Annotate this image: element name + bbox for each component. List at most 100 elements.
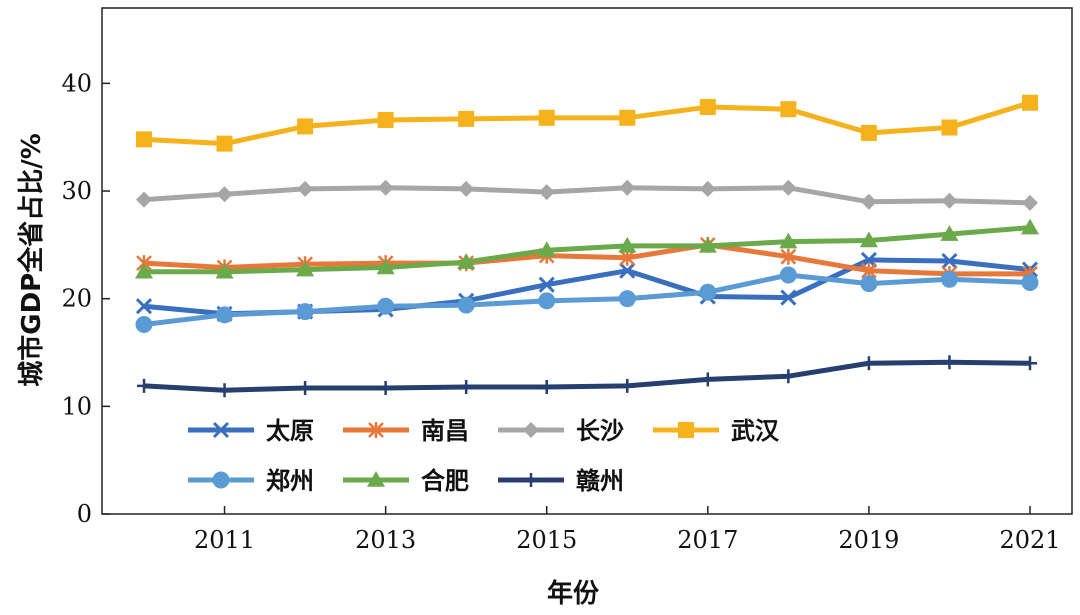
data-point [619, 179, 636, 196]
data-point [779, 232, 798, 249]
x-tick-label: 2015 [516, 526, 577, 554]
legend-label: 太原 [266, 417, 314, 445]
data-point [135, 262, 153, 279]
series-line [143, 272, 1031, 328]
y-tick-label: 0 [77, 500, 92, 528]
data-point [860, 275, 878, 293]
data-point [779, 266, 797, 284]
data-point [780, 248, 797, 265]
data-point [1023, 356, 1037, 371]
data-point [699, 180, 716, 197]
data-point [136, 191, 152, 208]
legend-label: 武汉 [731, 417, 780, 445]
data-point [137, 378, 151, 393]
legend-marker [367, 471, 385, 487]
legend-label: 长沙 [576, 417, 624, 445]
data-point [136, 131, 152, 148]
data-point [940, 270, 958, 288]
series-武汉 [136, 94, 1038, 152]
data-point [619, 109, 636, 126]
data-point [1021, 274, 1039, 292]
data-point [538, 276, 555, 293]
data-point [458, 110, 475, 127]
data-point [376, 258, 395, 275]
y-tick-label: 10 [61, 392, 92, 420]
data-point [1022, 194, 1038, 211]
data-point [859, 231, 878, 248]
data-point [538, 109, 555, 126]
data-point [698, 236, 717, 253]
data-point [459, 379, 474, 394]
data-point [940, 225, 959, 241]
data-point [620, 378, 635, 393]
legend-label: 南昌 [421, 417, 469, 445]
y-axis-title: 城市GDP全省占比/% [16, 133, 47, 387]
legend-item: 南昌 [343, 417, 469, 445]
data-point [699, 283, 717, 301]
data-point [296, 260, 315, 277]
x-tick-label: 2013 [355, 526, 416, 554]
legend-marker [524, 473, 538, 487]
x-tick-label: 2021 [999, 526, 1060, 554]
axis-ticks: 0 10 20 30 40 2011 2013 2015 2017 2019 2021 [61, 69, 1060, 554]
data-point [297, 118, 314, 135]
series-长沙 [136, 179, 1038, 211]
series-line [144, 225, 1031, 275]
series-line [143, 242, 1030, 277]
legend-marker [212, 471, 230, 489]
legend-item: 太原 [188, 417, 314, 445]
data-point [538, 292, 556, 310]
data-point [780, 289, 797, 306]
data-point [618, 290, 636, 308]
legend-marker [212, 421, 230, 439]
data-point [457, 253, 476, 269]
data-point [941, 192, 958, 209]
series-郑州 [135, 266, 1039, 334]
data-point [296, 303, 314, 321]
data-point [215, 262, 234, 279]
data-point [860, 193, 877, 210]
series-line [143, 359, 1031, 393]
data-point [216, 306, 234, 324]
data-point [377, 297, 395, 315]
series-line [143, 185, 1031, 206]
legend-item: 赣州 [498, 467, 624, 495]
data-point [780, 101, 797, 118]
data-point [457, 296, 475, 314]
y-tick-label: 20 [61, 285, 92, 313]
x-tick-label: 2019 [838, 526, 899, 554]
legend-label: 赣州 [576, 467, 624, 495]
series-合肥 [135, 218, 1039, 279]
series-layer [135, 94, 1039, 398]
data-point [377, 179, 394, 196]
data-point [216, 186, 233, 203]
legend-item: 合肥 [343, 467, 469, 495]
data-point [539, 379, 554, 394]
x-tick-label: 2017 [677, 526, 738, 554]
legend-label: 合肥 [421, 467, 469, 495]
data-point [619, 262, 636, 279]
data-point [860, 124, 877, 141]
y-tick-label: 40 [61, 69, 92, 97]
legend-marker [523, 422, 539, 438]
data-point [458, 180, 475, 197]
data-point [217, 383, 232, 398]
data-point [941, 252, 958, 270]
data-point [941, 119, 958, 136]
legend-item: 武汉 [653, 417, 780, 445]
data-point [135, 298, 153, 315]
legend-marker [678, 422, 694, 438]
data-point [861, 356, 876, 371]
data-point [1021, 218, 1039, 235]
series-赣州 [137, 355, 1037, 398]
data-point [781, 369, 796, 384]
plot-frame [101, 7, 1073, 515]
legend-label: 郑州 [266, 467, 314, 495]
data-point [618, 236, 637, 253]
legend-item: 长沙 [498, 417, 624, 445]
data-point [135, 316, 153, 334]
data-point [700, 372, 715, 387]
data-point [377, 111, 394, 128]
